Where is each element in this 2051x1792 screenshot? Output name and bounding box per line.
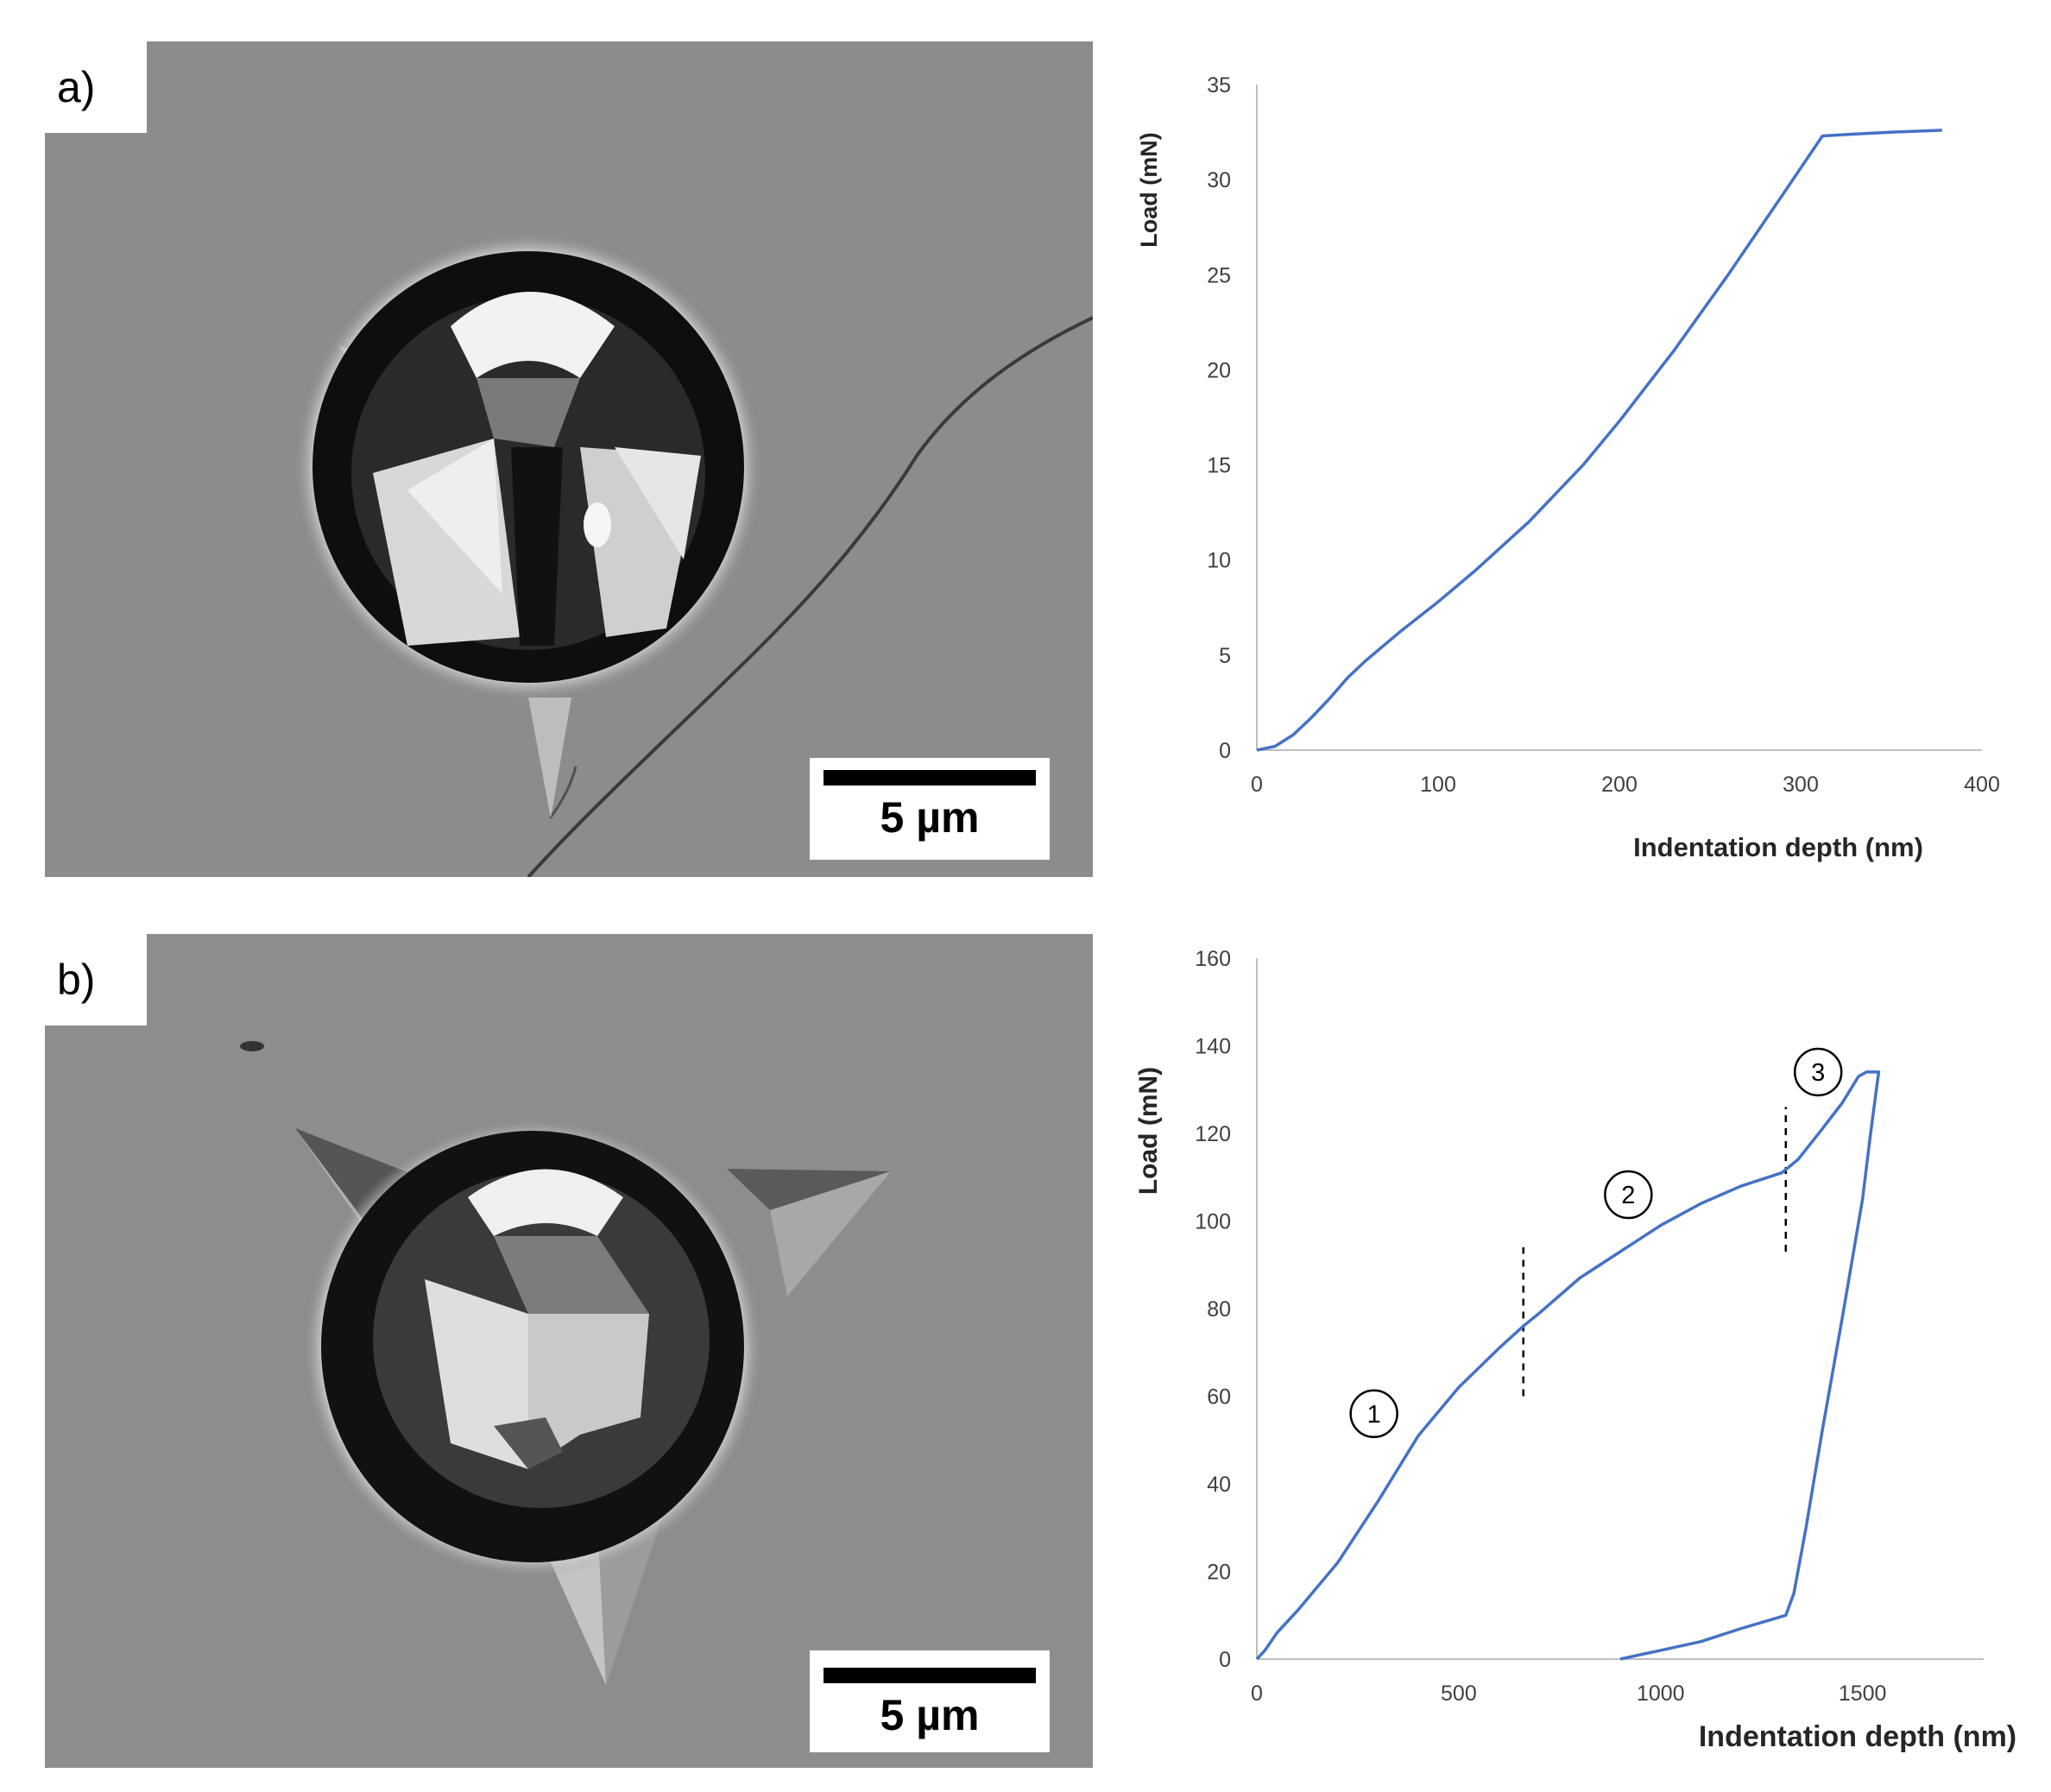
x-tick-label: 400 — [1964, 773, 2000, 797]
x-tick-label: 0 — [1251, 1682, 1263, 1706]
scale-bar-a — [824, 770, 1036, 786]
load-curve-series — [1256, 129, 1942, 752]
x-tick-label: 1000 — [1637, 1682, 1685, 1706]
stage-marker-circle — [1349, 1389, 1398, 1439]
scale-bar-box-b: 5 µm — [810, 1650, 1050, 1752]
y-tick-label: 20 — [1207, 358, 1231, 382]
y-axis-label: Load (mN) — [1134, 1067, 1163, 1195]
stage-marker-label: 1 — [1367, 1401, 1381, 1429]
scale-bar-label-a: 5 µm — [880, 793, 980, 842]
stage-marker-circle — [1793, 1047, 1843, 1097]
y-tick-label: 15 — [1207, 454, 1231, 478]
y-tick-label: 5 — [1219, 644, 1231, 668]
load-curve-series — [1255, 1070, 1881, 1661]
y-tick-label: 20 — [1207, 1561, 1231, 1585]
sem-image-b — [45, 934, 1093, 1768]
x-tick-label: 200 — [1601, 773, 1638, 797]
panel-label-a: a) — [45, 41, 147, 133]
panel-label-b: b) — [45, 934, 147, 1025]
sem-image-a — [45, 41, 1093, 877]
y-axis-label: Load (mN) — [1136, 132, 1162, 247]
y-tick-label: 10 — [1207, 549, 1231, 573]
y-tick-label: 100 — [1195, 1210, 1231, 1234]
stage-marker-circle — [1604, 1170, 1653, 1220]
x-tick-label: 300 — [1783, 773, 1819, 797]
y-tick-label: 160 — [1195, 947, 1231, 971]
y-tick-label: 40 — [1207, 1473, 1231, 1497]
x-axis-label: Indentation depth (nm) — [1633, 832, 1923, 862]
y-tick-label: 0 — [1219, 739, 1231, 763]
y-tick-label: 0 — [1219, 1648, 1231, 1672]
x-tick-label: 1500 — [1839, 1682, 1887, 1706]
x-tick-label: 0 — [1251, 773, 1263, 797]
stage-marker-label: 2 — [1621, 1182, 1635, 1209]
y-tick-label: 30 — [1207, 168, 1231, 192]
y-tick-label: 120 — [1195, 1122, 1231, 1146]
stage-marker-label: 3 — [1811, 1059, 1825, 1087]
y-tick-label: 60 — [1207, 1385, 1231, 1410]
x-tick-label: 100 — [1420, 773, 1456, 797]
y-tick-label: 80 — [1207, 1297, 1231, 1322]
x-axis-label: Indentation depth (nm) — [1699, 1720, 2016, 1753]
scale-bar-box-a: 5 µm — [810, 758, 1050, 860]
scale-bar-label-b: 5 µm — [880, 1691, 980, 1739]
x-tick-label: 500 — [1441, 1682, 1477, 1706]
y-tick-label: 140 — [1195, 1035, 1231, 1059]
y-tick-label: 35 — [1207, 73, 1231, 98]
load-depth-chart-a: 0 5 10 15 20 25 30 35 0 100 200 300 400 Indentation d… — [1136, 73, 2000, 862]
scale-bar-b — [824, 1668, 1036, 1683]
y-tick-label: 25 — [1207, 263, 1231, 287]
load-depth-chart-b: 0 20 40 60 80 100 120 140 160 0 500 1000 1500 Indenta… — [1134, 947, 2016, 1753]
